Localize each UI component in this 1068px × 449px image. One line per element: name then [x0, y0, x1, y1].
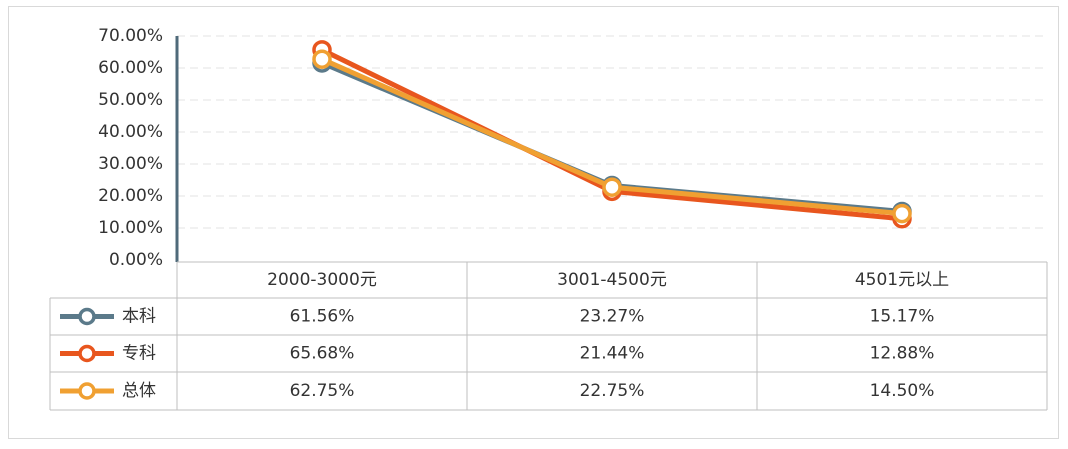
x-tick-label: 4501元以上	[855, 270, 949, 290]
y-tick-label: 10.00%	[98, 218, 163, 238]
data-label: 12.88%	[870, 344, 935, 364]
data-label: 14.50%	[870, 381, 935, 401]
y-tick-label: 40.00%	[98, 122, 163, 142]
legend-marker	[78, 307, 96, 326]
y-tick-label: 50.00%	[98, 90, 163, 110]
data-label: 21.44%	[580, 344, 645, 364]
data-label: 23.27%	[580, 307, 645, 327]
y-tick-label: 60.00%	[98, 58, 163, 78]
legend-label: 本科	[122, 307, 156, 327]
legend-label: 专科	[122, 344, 156, 364]
data-label: 62.75%	[290, 381, 355, 401]
legend-marker	[78, 344, 96, 363]
y-tick-label: 30.00%	[98, 154, 163, 174]
data-label: 61.56%	[290, 307, 355, 327]
x-tick-label: 2000-3000元	[267, 270, 377, 290]
point	[892, 203, 912, 224]
data-label: 22.75%	[580, 381, 645, 401]
x-tick-label: 3001-4500元	[557, 270, 667, 290]
legend-label: 总体	[122, 381, 156, 401]
y-tick-label: 0.00%	[109, 250, 163, 270]
chart-border	[8, 6, 1059, 439]
point	[312, 49, 332, 69]
data-label: 15.17%	[870, 307, 935, 327]
point	[602, 177, 622, 197]
legend-marker	[78, 382, 96, 400]
data-label: 65.68%	[290, 344, 355, 364]
y-tick-label: 20.00%	[98, 186, 163, 206]
y-tick-label: 70.00%	[98, 26, 163, 46]
